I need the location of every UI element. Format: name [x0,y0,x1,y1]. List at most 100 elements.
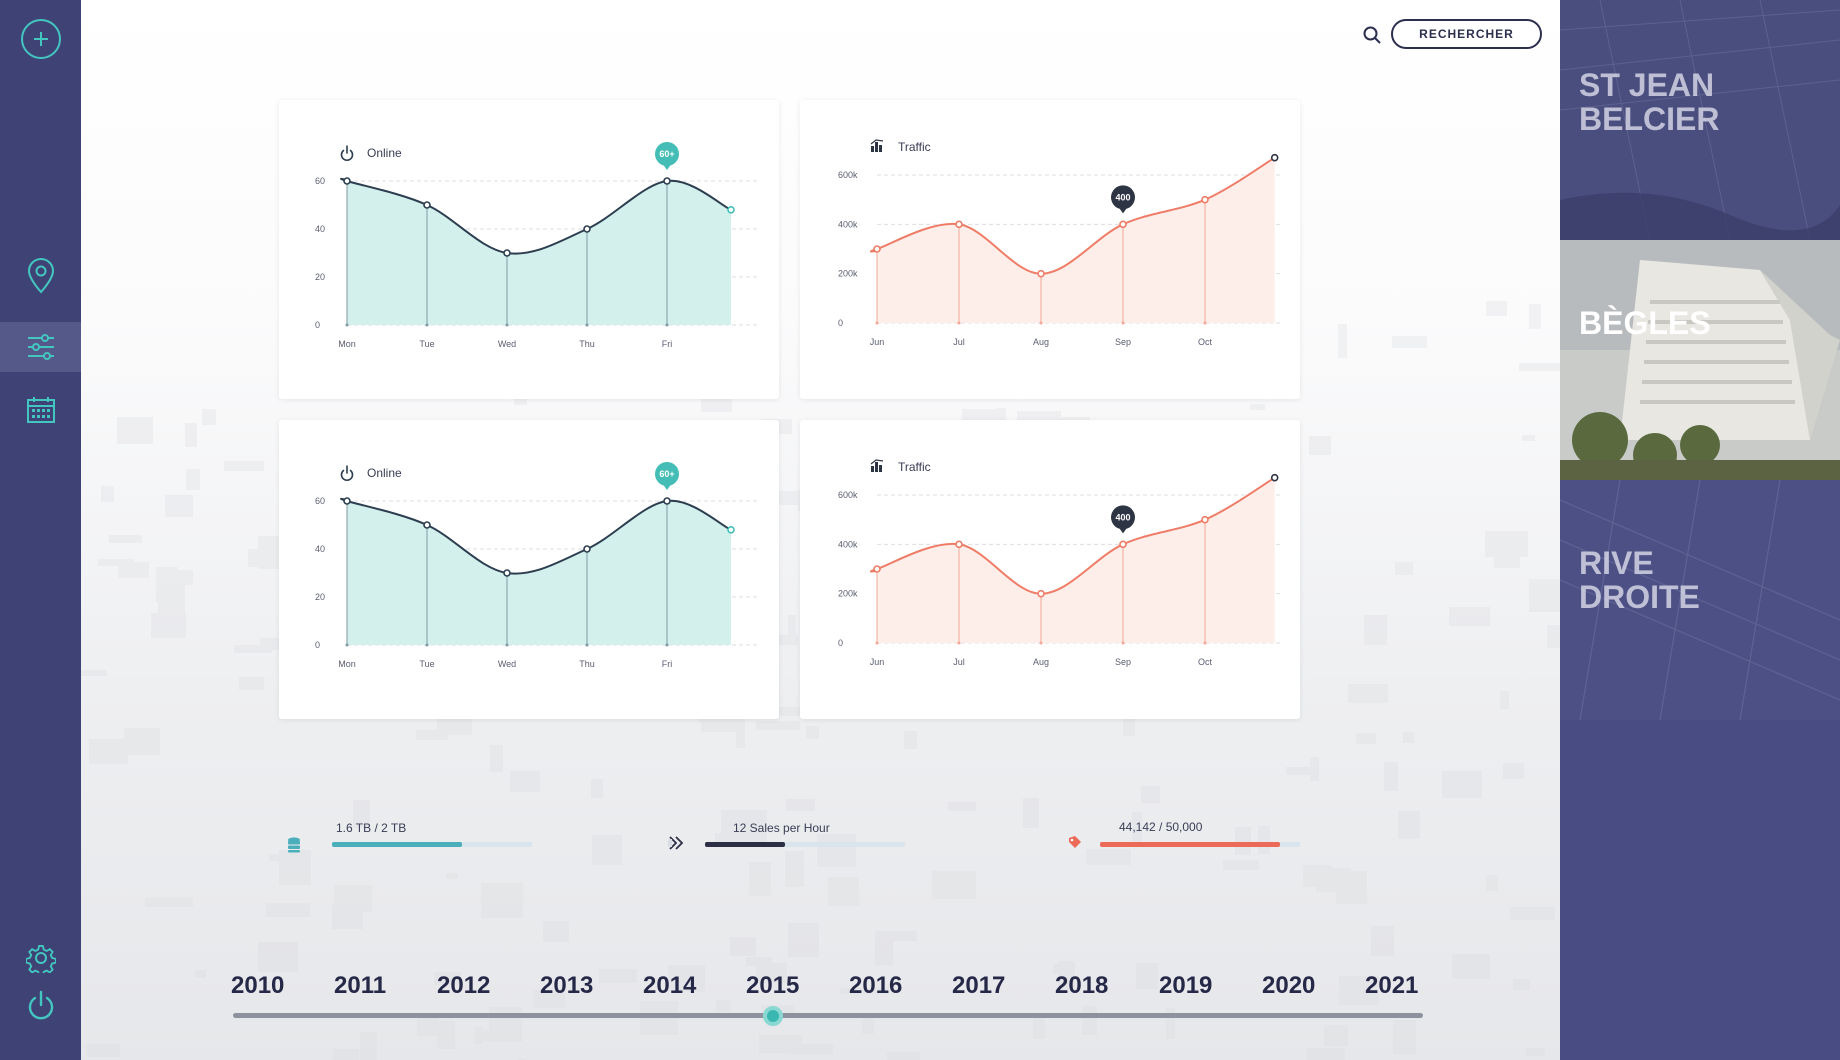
area-fill [870,157,1275,323]
baseline-dot [345,643,349,647]
location-button[interactable] [0,256,81,296]
data-point [727,206,735,214]
texture-block [165,495,193,517]
texture-block [749,862,771,896]
bar-chart-icon [870,459,884,472]
settings-button[interactable] [0,942,81,974]
texture-block [592,835,622,865]
filters-button[interactable] [0,322,81,372]
main-area: RECHERCHER Online 0 20 40 60 Mon Tue Wed Thu Fri 6… [81,0,1560,1060]
online-chart: Online 0 20 40 60 Mon Tue Wed Thu Fri 60+ [315,142,759,349]
power-icon [28,990,53,1020]
texture-block [234,645,272,653]
texture-block [1348,684,1388,703]
texture-block [668,965,705,992]
badge-label: 400 [1115,192,1130,202]
texture-block [1324,1025,1348,1046]
y-tick-label: 200k [838,589,858,599]
search-button[interactable]: RECHERCHER [1391,19,1542,49]
x-tick-label: Mon [338,339,356,349]
texture-block [1503,763,1524,779]
badge-pointer [1118,206,1128,214]
timeline-handle[interactable] [763,1006,783,1026]
sidebar [0,0,81,1060]
add-button[interactable] [0,18,81,60]
texture-block [786,799,815,811]
year-2011[interactable]: 2011 [334,972,387,999]
x-tick-label: Thu [579,339,595,349]
value-badge: 400 [1111,505,1135,534]
texture-block [360,1032,377,1060]
texture-block [1023,798,1039,828]
year-2010[interactable]: 2010 [231,972,285,999]
texture-block [481,883,523,918]
texture-block [333,1049,359,1060]
year-2017[interactable]: 2017 [952,972,1006,999]
year-2015[interactable]: 2015 [746,972,800,999]
texture-block [101,486,114,502]
calendar-button[interactable] [0,394,81,426]
data-point [503,249,511,257]
data-point [583,225,591,233]
badge-pointer [1118,526,1128,534]
district-rive-droite[interactable]: RIVE DROITE [1560,480,1840,720]
district-st-jean-belcier[interactable]: ST JEAN BELCIER [1560,0,1840,240]
year-2018[interactable]: 2018 [1055,972,1109,999]
year-2014[interactable]: 2014 [643,972,697,999]
texture-block [1356,733,1376,744]
data-point [1270,473,1279,482]
power-icon [340,465,354,482]
baseline-dot [425,643,429,647]
traffic-chart-card-2: Traffic 0 200k 400k 600k Jun Jul Aug Sep Oct 400 [800,420,1300,719]
year-2021[interactable]: 2021 [1365,972,1419,999]
data-point [503,569,511,577]
year-2019[interactable]: 2019 [1159,972,1213,999]
texture-block [948,802,976,811]
power-icon [340,145,354,162]
data-point [423,521,431,529]
y-tick-label: 0 [315,320,320,330]
x-tick-label: Jun [870,337,885,347]
x-tick-label: Sep [1115,337,1131,347]
power-button[interactable] [0,988,81,1024]
texture-block [434,972,461,985]
texture-block [715,833,754,842]
year-2016[interactable]: 2016 [849,972,903,999]
data-point [663,497,671,505]
texture-block [1529,579,1560,612]
texture-block [1307,1048,1345,1060]
texture-block [332,905,363,929]
texture-block [1486,301,1507,316]
year-2020[interactable]: 2020 [1262,972,1316,999]
x-tick-label: Fri [662,339,673,349]
texture-block [997,408,1006,420]
district-begles[interactable]: BÈGLES [1560,240,1840,480]
data-point [1119,540,1127,549]
texture-block [785,851,804,887]
texture-block [1053,964,1070,974]
data-point [1270,153,1279,162]
y-tick-label: 0 [838,318,843,328]
texture-block [446,873,458,879]
y-tick-label: 60 [315,176,325,186]
timeline-track[interactable] [233,1013,1423,1018]
search-icon[interactable] [1363,26,1381,49]
texture-block [489,1007,522,1042]
year-2013[interactable]: 2013 [540,972,594,999]
texture-block [124,728,160,755]
data-point [663,177,671,185]
texture-block [248,549,260,567]
texture-block [1136,963,1158,989]
texture-block [1310,757,1319,781]
texture-block [185,423,197,447]
year-2012[interactable]: 2012 [437,972,491,999]
baseline-dot [665,323,669,327]
aerial-photo [1560,480,1840,720]
texture-block [721,810,767,842]
district-label: ST JEAN BELCIER [1579,67,1720,137]
texture-block [1442,771,1482,798]
calendar-icon [26,397,55,423]
chart-title: Online [367,466,402,480]
texture-block [817,834,856,867]
texture-block [828,877,859,906]
